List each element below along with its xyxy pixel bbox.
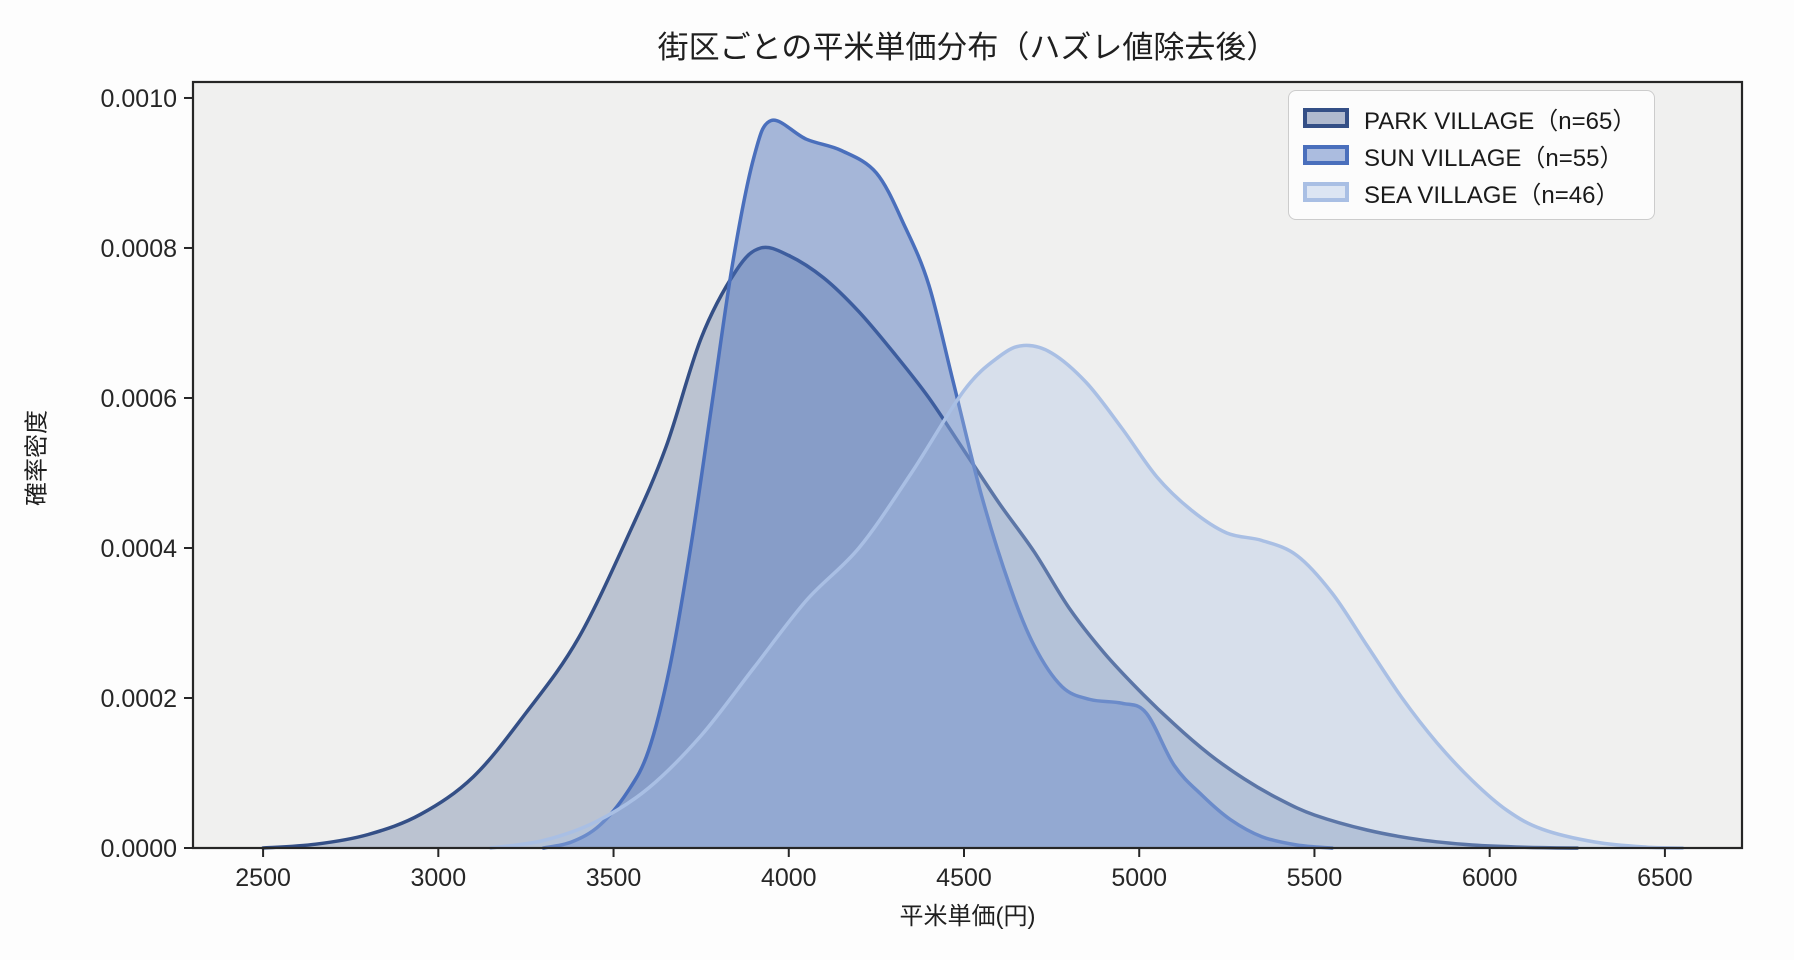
x-axis-label: 平米単価(円): [899, 903, 1036, 930]
legend-label: PARK VILLAGE（n=65）: [1364, 107, 1637, 135]
x-tick-label: 3000: [411, 864, 467, 892]
y-axis-label: 確率密度: [23, 410, 51, 506]
y-tick-label: 0.0004: [101, 535, 178, 563]
x-tick-label: 2500: [235, 864, 291, 892]
kde-fill-sun-village: [543, 120, 1332, 849]
y-tick-label: 0.0002: [101, 685, 177, 713]
legend-item-1: PARK VILLAGE（n=65）: [1303, 101, 1636, 135]
kde-curve-sea-village: [489, 343, 1685, 850]
legend-item-3: SEA VILLAGE（n=46）: [1303, 175, 1636, 209]
kde-curve-sun-village: [541, 118, 1334, 850]
x-tick-label: 6500: [1637, 864, 1693, 892]
x-tick-label: 4500: [936, 864, 992, 892]
legend-swatch: [1303, 108, 1349, 128]
legend-swatch: [1303, 182, 1349, 202]
y-tick-label: 0.0008: [101, 235, 177, 263]
y-tick-label: 0.0000: [101, 835, 177, 863]
chart-title: 街区ごとの平米単価分布（ハズレ値除去後）: [657, 30, 1278, 65]
x-tick-label: 3500: [586, 864, 642, 892]
kde-curve-park-village: [261, 245, 1580, 850]
kde-fill-park-village: [263, 247, 1578, 849]
legend-item-2: SUN VILLAGE（n=55）: [1303, 138, 1636, 172]
y-tick-label: 0.0010: [101, 85, 177, 113]
legend: PARK VILLAGE（n=65） SUN VILLAGE（n=55） SEA V…: [1288, 90, 1656, 220]
x-tick-label: 5500: [1287, 864, 1343, 892]
kde-fill-sea-village: [490, 345, 1683, 848]
x-tick-label: 5000: [1111, 864, 1167, 892]
x-tick-label: 6000: [1462, 864, 1518, 892]
legend-label: SEA VILLAGE（n=46）: [1364, 181, 1620, 209]
legend-label: SUN VILLAGE（n=55）: [1364, 144, 1624, 172]
x-tick-label: 4000: [761, 864, 817, 892]
axes-spines: [191, 80, 1744, 850]
legend-swatch: [1303, 145, 1349, 165]
y-tick-label: 0.0006: [101, 385, 177, 413]
